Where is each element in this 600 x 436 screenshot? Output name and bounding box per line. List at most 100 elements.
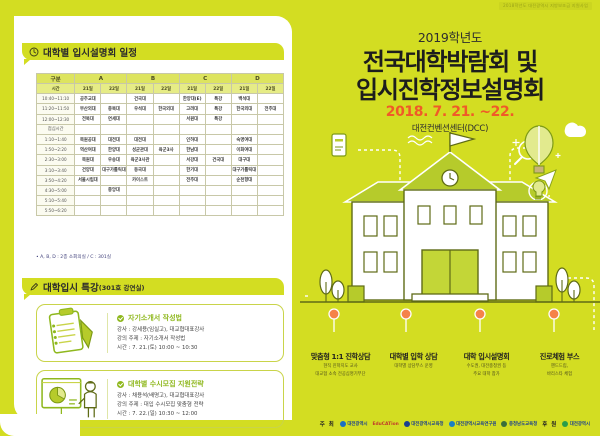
- section-header-schedule: 대학별 입시설명회 일정: [22, 43, 284, 65]
- cell-university: [204, 164, 232, 176]
- feature-item: 대학별 입학 상담 대학별 상담부스 운영: [378, 352, 450, 379]
- cell-university: [152, 164, 180, 176]
- section-title: 대학별 입시설명회 일정: [43, 47, 138, 59]
- cell-university: [256, 133, 285, 146]
- header-tail: [24, 59, 31, 65]
- cell-university: 중앙대: [100, 184, 128, 197]
- cell-university: 우석대: [126, 103, 154, 115]
- cell-time: 점심시간: [35, 123, 76, 135]
- cell-university: 서원대: [178, 113, 206, 125]
- logo-text: EduCATion: [372, 421, 399, 427]
- cell-university: [256, 174, 285, 186]
- host-logo: 대전광역시교육청: [403, 421, 444, 427]
- cell-university: 우송대: [100, 154, 128, 166]
- cell-university: 공주교대: [74, 93, 102, 105]
- lecture-time: 시간 : 7. 21.(토) 10:00 ~ 10:30: [117, 344, 198, 351]
- cell-university: 대전대: [126, 133, 154, 146]
- event-title-line2: 입시진학정보설명회: [356, 76, 545, 104]
- lecture-instructor: 강사 : 채용석(배명고), 대교협대표강사: [117, 393, 205, 400]
- cell-university: 카이스트: [126, 174, 154, 186]
- table-row: 3:10~3:40 건양대 대구가톨릭대 동국대 한기대 대구가톨릭대: [35, 164, 285, 176]
- cell-university: [178, 184, 206, 197]
- schedule-table: 구분 A B C D 시간 21일 22일 21일 22일 21일 22일: [35, 73, 285, 217]
- cell-university: [256, 184, 285, 197]
- lecture-time: 시간 : 7. 22.(일) 10:30 ~ 12:00: [117, 410, 198, 417]
- cell-time: 10:40~11:10: [35, 93, 76, 105]
- building-shape: [300, 132, 600, 303]
- clipboard-icon: [48, 307, 93, 354]
- feature-sub1: 수도권, 대전충청권 등: [466, 364, 507, 369]
- cell-university: [256, 113, 285, 125]
- cell-university: 건국대: [126, 93, 154, 105]
- lecture-card[interactable]: 자기소개서 작성법 강사 : 강세용(임실고), 대교협대표강사 강의 주제 :…: [36, 304, 284, 362]
- cell-university: 대전대: [100, 133, 128, 146]
- th-sub: 21일: [230, 82, 258, 95]
- table-group-header: 구분 A B C D: [35, 73, 285, 84]
- cell-university: 대구가톨릭대: [230, 164, 258, 176]
- logo-text: 충청남도교육청: [508, 422, 538, 427]
- pin-icons: [328, 308, 560, 332]
- cell-university: [100, 205, 128, 217]
- logo-mark: [339, 421, 346, 427]
- table-row: 11:20~11:50 부산외대 충북대 우석대 한국외대 고려대 특강 한국외대 전주대: [35, 103, 285, 115]
- cell-time: 3:50~4:20: [35, 174, 76, 186]
- cell-university: 숙명여대: [230, 133, 258, 146]
- cell-university: 부산외대: [74, 103, 102, 115]
- feature-title: 진로체험 부스: [539, 352, 580, 361]
- cell-university: 한국외대: [152, 103, 180, 115]
- right-panel: 2019학년도 전국대학박람회 및 입시진학정보설명회 2018. 7. 21.…: [300, 0, 600, 436]
- cell-university: 한양대(E): [178, 93, 206, 105]
- footer-logos: 주 최 대전광역시 EduCATion 대전광역시교육청 대전광역시교육연구원 …: [0, 417, 600, 431]
- cell-university: [204, 144, 232, 156]
- clock-icon: [29, 47, 39, 56]
- cell-university: 한기대: [178, 164, 206, 176]
- sponsor-logo: 대전광역시: [562, 421, 590, 427]
- host-logo: 대전광역시: [339, 421, 368, 427]
- cell-time: 5:50~6:20: [35, 205, 76, 217]
- cell-university: [152, 195, 180, 207]
- th-group: B: [126, 73, 180, 84]
- cell-university: [152, 113, 180, 125]
- host-label: 주 최: [319, 422, 335, 428]
- feature-title: 맞춤형 1:1 진학상담: [310, 352, 371, 361]
- cell-university: [230, 123, 258, 135]
- feature-sub1: 대학별 상담부스 운영: [394, 364, 433, 369]
- logo-text: 대전광역시교육연구원: [456, 422, 497, 427]
- lecture-card[interactable]: 대학별 수시모집 지원전략 강사 : 채용석(배명고), 대교협대표강사 강의 …: [36, 370, 284, 428]
- cell-university: [178, 195, 206, 207]
- cell-university: [204, 195, 232, 207]
- cell-university: [256, 123, 285, 135]
- table-row: 10:40~11:10 공주교대 건국대 한양대(E) 특강 백석대: [35, 93, 285, 105]
- cell-university: 역산여대: [74, 144, 102, 156]
- presentation-icon: [41, 377, 97, 418]
- cell-university: 전북대: [74, 113, 102, 125]
- cell-university: [126, 195, 154, 207]
- cell-university: [256, 154, 285, 166]
- cell-university: 건국대: [204, 154, 232, 166]
- table-row: 1:10~1:40 목원공대 대전대 대전대 인하대 숙명여대: [35, 133, 285, 146]
- event-venue: 대전컨벤션센터(DCC): [411, 124, 489, 134]
- cell-university: [230, 184, 258, 197]
- th-sub: 시간: [35, 82, 76, 95]
- host-logo: EduCATion: [373, 422, 399, 427]
- lecture-body: 대학별 수시모집 지원전략 강사 : 채용석(배명고), 대교협대표강사 강의 …: [108, 379, 283, 419]
- header-tail: [24, 294, 31, 300]
- feature-sub1: 핸드드립,: [550, 364, 569, 369]
- table-row: 3:50~4:20 서울시립대 카이스트 전주대 순천향대: [35, 174, 285, 186]
- lecture-title: 자기소개서 작성법: [117, 313, 283, 323]
- lecture-divider: [107, 379, 108, 419]
- sponsor-label: 후 원: [542, 422, 558, 428]
- cell-university: [152, 205, 180, 217]
- top-ribbon: 2018학년도 대전광역시 지방보조금 지원사업: [499, 2, 592, 10]
- event-date: 2018. 7. 21. ~22.: [385, 104, 515, 120]
- cell-university: [256, 144, 285, 156]
- lecture-title-text: 자기소개서 작성법: [128, 314, 182, 323]
- section-subtitle: (301호 강연실): [98, 283, 145, 292]
- table-row: 5:10~5:40: [35, 195, 285, 207]
- cell-university: [100, 174, 128, 186]
- cell-university: 동국대: [126, 164, 154, 176]
- logo-mark: [403, 421, 410, 427]
- th-sub: 22일: [152, 82, 180, 95]
- cloud-icon: [564, 122, 587, 137]
